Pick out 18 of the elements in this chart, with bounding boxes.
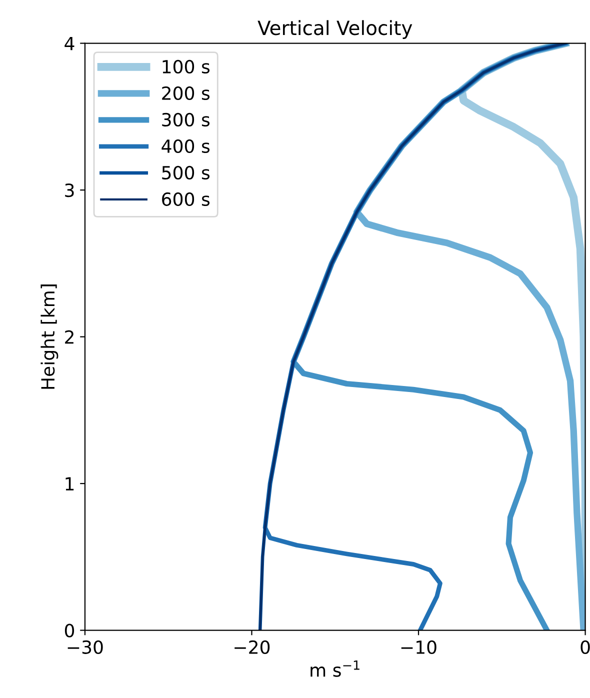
legend-label: 200 s [162,86,210,100]
y-axis-title: Height [km] [40,284,58,389]
legend-label: 100 s [162,60,210,74]
y-tick-label: 2 [65,330,74,344]
x-tick-label: −20 [234,640,270,654]
legend-label: 400 s [162,139,210,154]
legend-label: 300 s [162,112,210,127]
y-tick-label: 0 [64,624,74,638]
x-tick-label: −10 [401,640,436,654]
legend-label: 600 s [162,192,210,206]
x-tick-label: −30 [68,640,103,654]
y-tick-label: 1 [66,477,74,490]
legend-label: 500 s [162,166,210,180]
y-tick-label: 3 [65,183,74,198]
x-axis-title: m s$^{−1}$ [310,660,360,677]
x-tick-label: 0 [580,640,590,654]
chart-title: Vertical Velocity [258,20,412,39]
y-tick-label: 4 [64,36,74,50]
